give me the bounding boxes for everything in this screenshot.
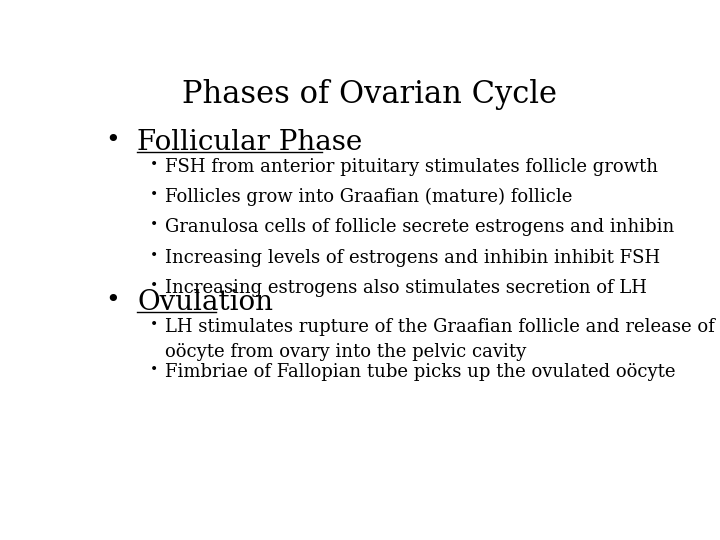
Text: Granulosa cells of follicle secrete estrogens and inhibin: Granulosa cells of follicle secrete estr… [166,218,675,236]
Text: LH stimulates rupture of the Graafian follicle and release of
oöcyte from ovary : LH stimulates rupture of the Graafian fo… [166,318,715,361]
Text: •: • [150,218,158,232]
Text: •: • [150,188,158,202]
Text: Follicular Phase: Follicular Phase [138,129,363,156]
Text: •: • [150,318,158,332]
Text: •: • [105,289,120,312]
Text: Ovulation: Ovulation [138,289,274,316]
Text: Phases of Ovarian Cycle: Phases of Ovarian Cycle [181,79,557,110]
Text: •: • [150,363,158,377]
Text: Fimbriae of Fallopian tube picks up the ovulated oöcyte: Fimbriae of Fallopian tube picks up the … [166,363,676,381]
Text: Increasing levels of estrogens and inhibin inhibit FSH: Increasing levels of estrogens and inhib… [166,248,660,267]
Text: Increasing estrogens also stimulates secretion of LH: Increasing estrogens also stimulates sec… [166,279,647,297]
Text: •: • [105,129,120,152]
Text: •: • [150,279,158,293]
Text: FSH from anterior pituitary stimulates follicle growth: FSH from anterior pituitary stimulates f… [166,158,658,176]
Text: Follicles grow into Graafian (mature) follicle: Follicles grow into Graafian (mature) fo… [166,188,572,206]
Text: •: • [150,158,158,172]
Text: •: • [150,248,158,262]
